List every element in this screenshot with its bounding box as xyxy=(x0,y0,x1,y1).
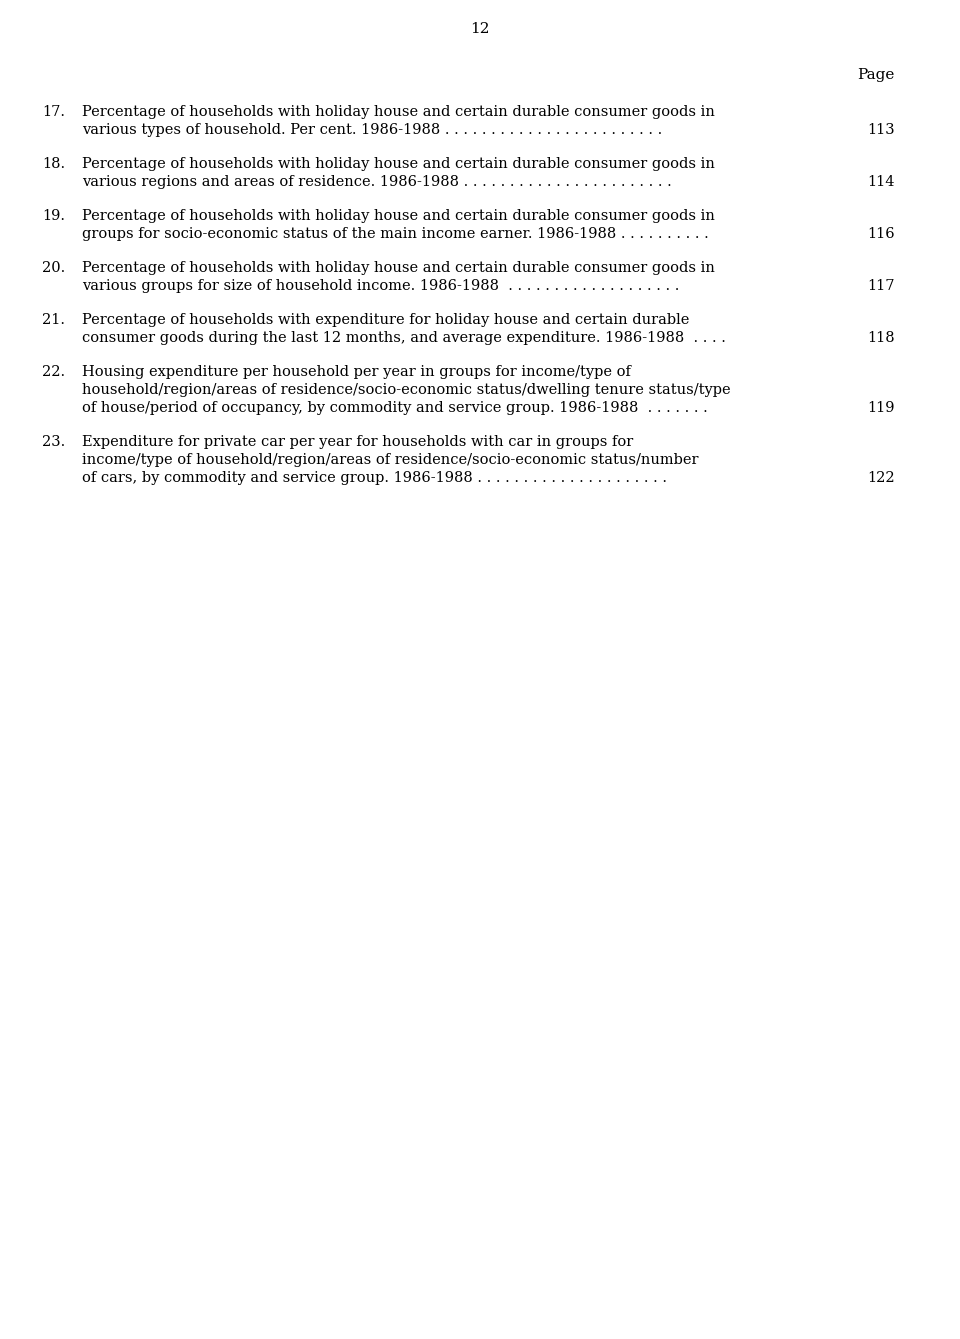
Text: Percentage of households with expenditure for holiday house and certain durable: Percentage of households with expenditur… xyxy=(82,313,689,327)
Text: various groups for size of household income. 1986-1988  . . . . . . . . . . . . : various groups for size of household inc… xyxy=(82,279,680,293)
Text: 17.: 17. xyxy=(42,104,65,119)
Text: Page: Page xyxy=(857,68,895,82)
Text: 19.: 19. xyxy=(42,209,65,224)
Text: various types of household. Per cent. 1986-1988 . . . . . . . . . . . . . . . . : various types of household. Per cent. 19… xyxy=(82,123,662,137)
Text: 20.: 20. xyxy=(42,261,65,274)
Text: 114: 114 xyxy=(868,175,895,189)
Text: 118: 118 xyxy=(868,331,895,345)
Text: Percentage of households with holiday house and certain durable consumer goods i: Percentage of households with holiday ho… xyxy=(82,104,715,119)
Text: consumer goods during the last 12 months, and average expenditure. 1986-1988  . : consumer goods during the last 12 months… xyxy=(82,331,726,345)
Text: of cars, by commodity and service group. 1986-1988 . . . . . . . . . . . . . . .: of cars, by commodity and service group.… xyxy=(82,471,667,485)
Text: 18.: 18. xyxy=(42,157,65,171)
Text: groups for socio-economic status of the main income earner. 1986-1988 . . . . . : groups for socio-economic status of the … xyxy=(82,228,708,241)
Text: various regions and areas of residence. 1986-1988 . . . . . . . . . . . . . . . : various regions and areas of residence. … xyxy=(82,175,672,189)
Text: 12: 12 xyxy=(470,21,490,36)
Text: Percentage of households with holiday house and certain durable consumer goods i: Percentage of households with holiday ho… xyxy=(82,209,715,224)
Text: 23.: 23. xyxy=(42,435,65,449)
Text: Expenditure for private car per year for households with car in groups for: Expenditure for private car per year for… xyxy=(82,435,634,449)
Text: Housing expenditure per household per year in groups for income/type of: Housing expenditure per household per ye… xyxy=(82,366,631,379)
Text: 116: 116 xyxy=(868,228,895,241)
Text: 22.: 22. xyxy=(42,366,65,379)
Text: Percentage of households with holiday house and certain durable consumer goods i: Percentage of households with holiday ho… xyxy=(82,157,715,171)
Text: household/region/areas of residence/socio-economic status/dwelling tenure status: household/region/areas of residence/soci… xyxy=(82,383,731,396)
Text: of house/period of occupancy, by commodity and service group. 1986-1988  . . . .: of house/period of occupancy, by commodi… xyxy=(82,400,708,415)
Text: 21.: 21. xyxy=(42,313,65,327)
Text: income/type of household/region/areas of residence/socio-economic status/number: income/type of household/region/areas of… xyxy=(82,453,699,467)
Text: 117: 117 xyxy=(868,279,895,293)
Text: 119: 119 xyxy=(868,400,895,415)
Text: Percentage of households with holiday house and certain durable consumer goods i: Percentage of households with holiday ho… xyxy=(82,261,715,274)
Text: 113: 113 xyxy=(868,123,895,137)
Text: 122: 122 xyxy=(868,471,895,485)
